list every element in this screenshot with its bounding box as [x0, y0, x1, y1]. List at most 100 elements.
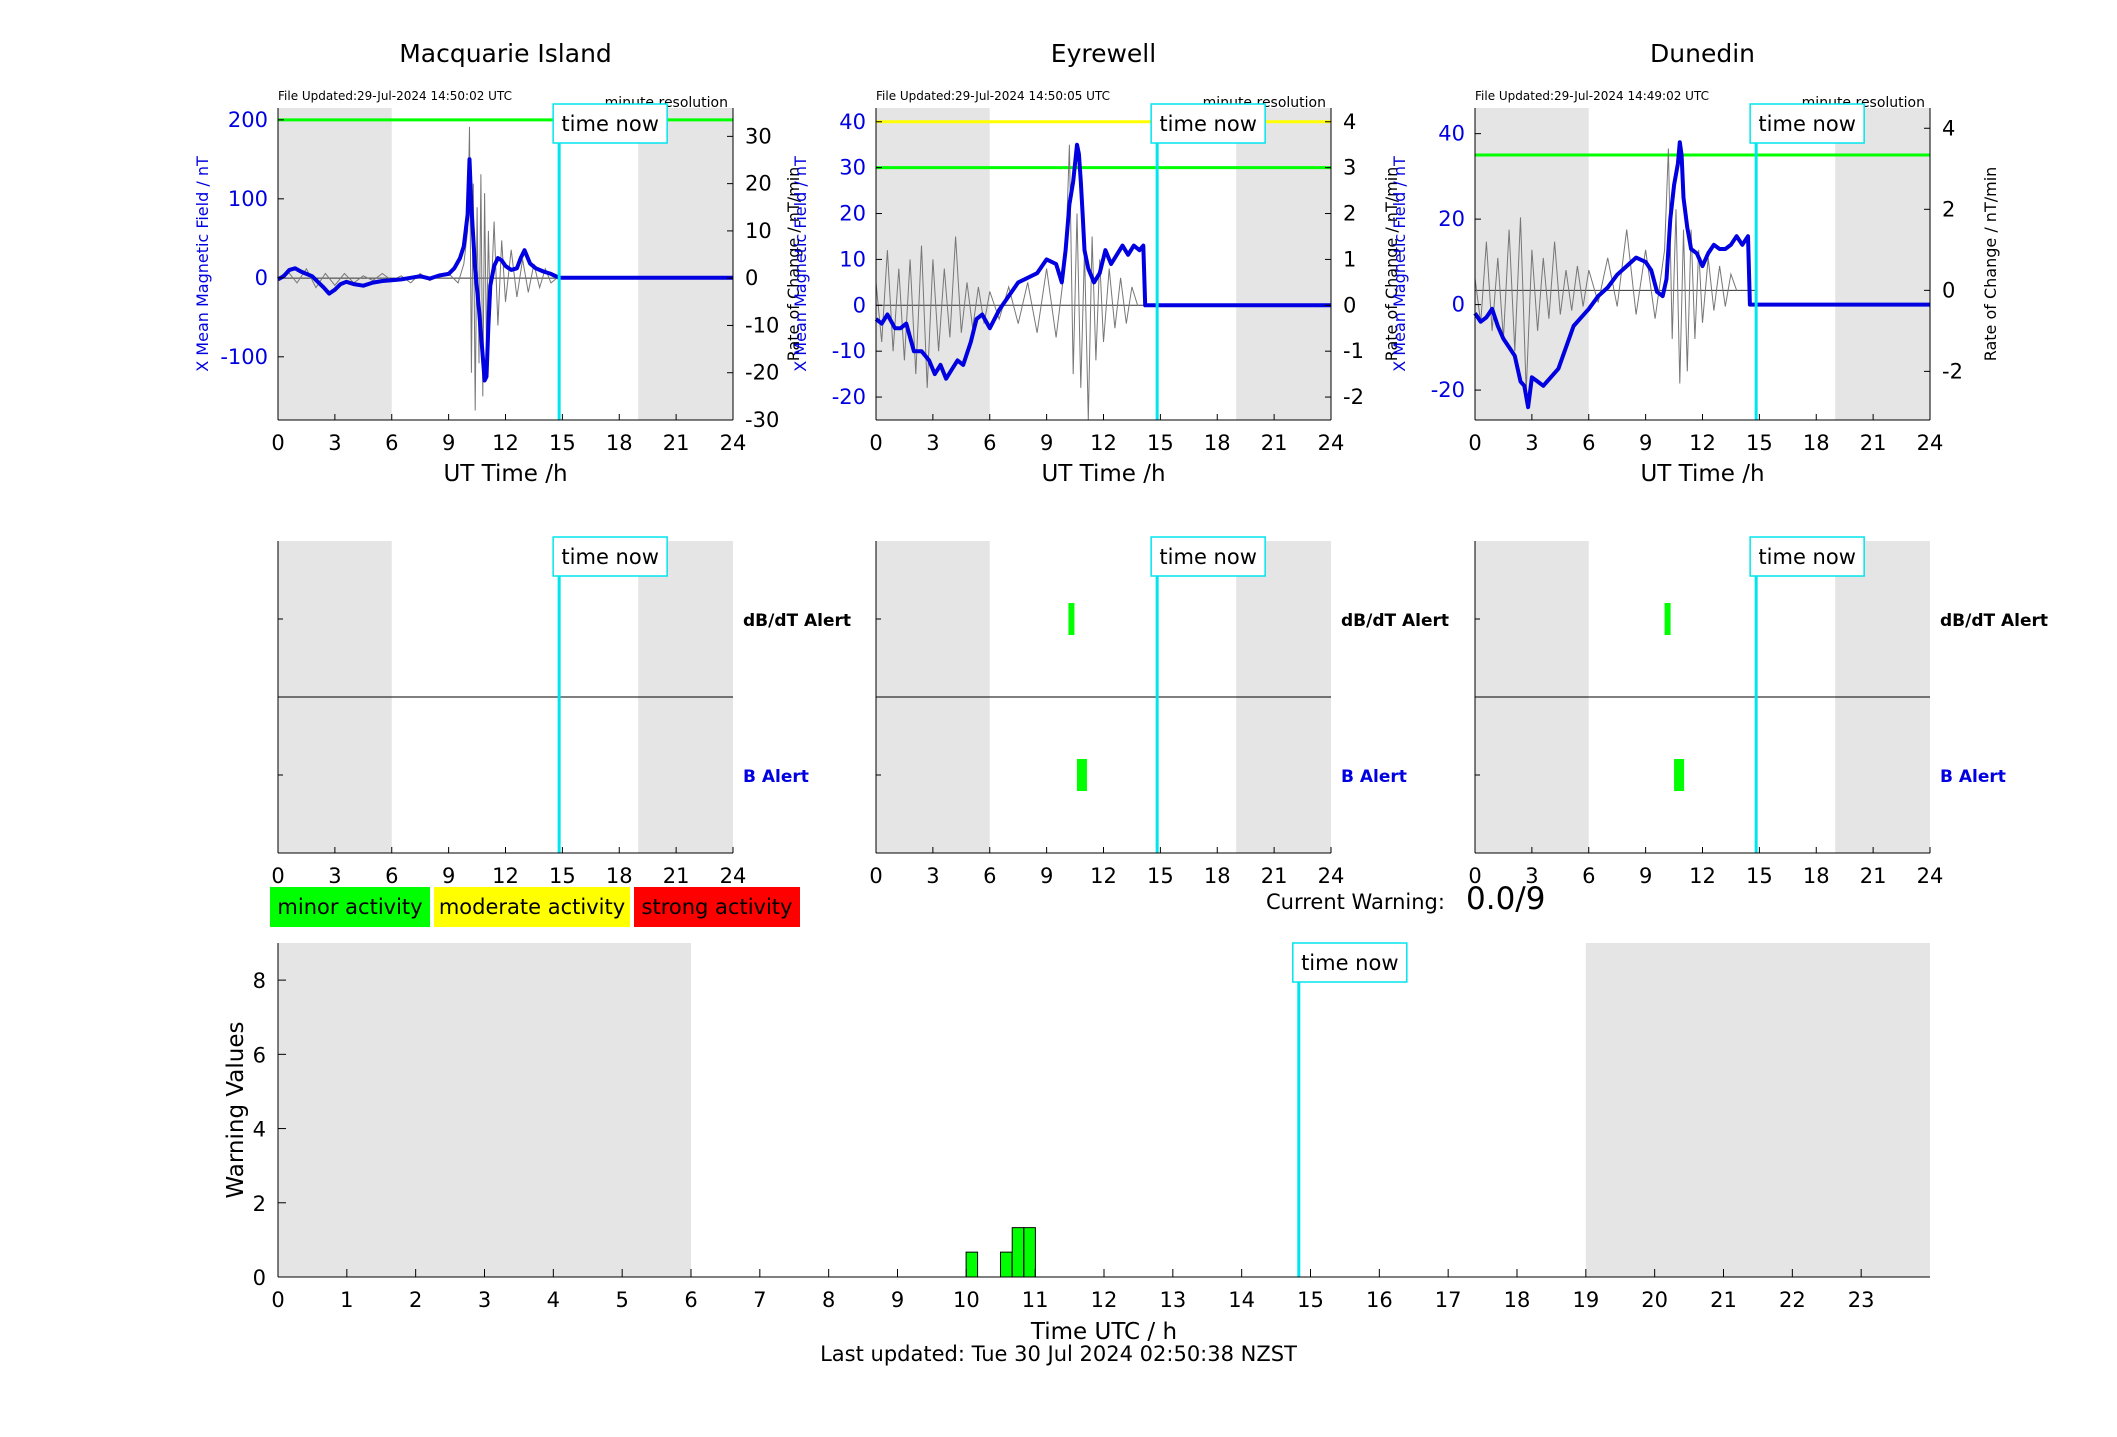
- y-tick-label-right: -10: [745, 313, 779, 337]
- x-tick-label: 21: [1860, 431, 1887, 455]
- x-tick-label: 10: [953, 1288, 980, 1312]
- night-shade: [278, 943, 691, 1277]
- y-tick-label-left: 0: [1452, 293, 1465, 317]
- x-tick-label: 6: [1582, 864, 1595, 888]
- time-now-label-box: [552, 103, 668, 144]
- x-tick-label: 12: [1091, 1288, 1118, 1312]
- b-alert-bar: [1674, 759, 1685, 791]
- x-tick-label: 12: [492, 431, 519, 455]
- x-tick-label: 3: [926, 864, 939, 888]
- x-axis-label: UT Time /h: [1041, 461, 1165, 487]
- y-tick-label-right: 2: [1343, 202, 1356, 226]
- x-tick-label: 9: [1639, 431, 1652, 455]
- rate-of-change-series: [875, 144, 1139, 421]
- x-tick-label: 12: [1090, 864, 1117, 888]
- y-tick-label-right: -20: [745, 361, 779, 385]
- y-tick-label-left: 10: [839, 247, 866, 271]
- y-axis-label-right: Rate of Change / nT/min: [784, 167, 803, 362]
- file-updated: File Updated:29-Jul-2024 14:49:02 UTC: [1475, 89, 1709, 103]
- x-tick-label: 19: [1572, 1288, 1599, 1312]
- x-tick-label: 2: [409, 1288, 422, 1312]
- b-alert-label: B Alert: [1940, 767, 2006, 787]
- x-tick-label: 20: [1641, 1288, 1668, 1312]
- x-tick-label: 3: [328, 864, 341, 888]
- x-tick-label: 18: [1204, 431, 1231, 455]
- x-tick-label: 9: [1639, 864, 1652, 888]
- time-now-label-box: [1749, 536, 1865, 577]
- dbdt-alert-bar: [1664, 603, 1671, 635]
- y-tick-label-left: 20: [839, 202, 866, 226]
- y-tick-label-right: 1: [1343, 247, 1356, 271]
- x-tick-label: 6: [983, 864, 996, 888]
- time-now-label: time now: [1758, 545, 1855, 569]
- time-now-label-box: [1292, 942, 1408, 983]
- x-tick-label: 0: [271, 864, 284, 888]
- y-tick-label-right: 3: [1343, 156, 1356, 180]
- night-shade: [278, 108, 392, 420]
- x-tick-label: 6: [1582, 431, 1595, 455]
- x-tick-label: 9: [442, 431, 455, 455]
- x-axis-label: UT Time /h: [443, 461, 567, 487]
- x-tick-label: 22: [1779, 1288, 1806, 1312]
- time-now-label-box: [1749, 103, 1865, 144]
- y-tick-label-right: 0: [1343, 293, 1356, 317]
- x-tick-label: 18: [1803, 431, 1830, 455]
- y-tick-label-right: 0: [1942, 278, 1955, 302]
- y-tick-label-right: 2: [1942, 197, 1955, 221]
- warning-bar: [1011, 1227, 1025, 1278]
- time-now-label: time now: [561, 112, 658, 136]
- x-tick-label: 6: [385, 431, 398, 455]
- y-tick-label-right: -2: [1942, 359, 1963, 383]
- x-tick-label: 1: [340, 1288, 353, 1312]
- warning-bar: [965, 1251, 979, 1278]
- x-tick-label: 21: [1261, 864, 1288, 888]
- x-tick-label: 17: [1435, 1288, 1462, 1312]
- y-tick-label: 8: [253, 969, 266, 993]
- x-tick-label: 0: [1468, 431, 1481, 455]
- x-tick-label: 15: [1147, 431, 1174, 455]
- legend-minor: minor activity: [270, 887, 430, 927]
- time-now-label: time now: [561, 545, 658, 569]
- y-tick-label-left: 40: [839, 110, 866, 134]
- x-tick-label: 15: [549, 431, 576, 455]
- y-tick-label-left: 20: [1438, 207, 1465, 231]
- y-tick-label-right: -2: [1343, 385, 1364, 409]
- y-tick-label-left: -100: [220, 345, 268, 369]
- y-axis-label-left: X Mean Magnetic Field / nT: [193, 156, 212, 372]
- x-tick-label: 24: [1917, 864, 1944, 888]
- y-tick-label-left: 0: [853, 293, 866, 317]
- y-tick-label-left: -20: [1431, 378, 1465, 402]
- y-tick-label-right: 4: [1942, 116, 1955, 140]
- x-tick-label: 15: [549, 864, 576, 888]
- x-tick-label: 4: [547, 1288, 560, 1312]
- station-title: Dunedin: [1650, 39, 1755, 68]
- dbdt-alert-label: dB/dT Alert: [743, 611, 851, 631]
- x-tick-label: 3: [1525, 864, 1538, 888]
- y-tick-label-right: 10: [745, 219, 772, 243]
- x-tick-label: 9: [891, 1288, 904, 1312]
- legend-strong: strong activity: [634, 887, 800, 927]
- x-tick-label: 18: [606, 431, 633, 455]
- warning-bar: [1000, 1251, 1013, 1278]
- x-tick-label: 15: [1746, 431, 1773, 455]
- last-updated: Last updated: Tue 30 Jul 2024 02:50:38 N…: [820, 1342, 1297, 1366]
- y-axis-label-left: X Mean Magnetic Field / nT: [791, 156, 810, 372]
- time-now-label: time now: [1159, 112, 1256, 136]
- x-tick-label: 3: [926, 431, 939, 455]
- time-now-label: time now: [1301, 951, 1398, 975]
- x-tick-label: 6: [684, 1288, 697, 1312]
- y-tick-label-right: -30: [745, 408, 779, 432]
- station-title: Macquarie Island: [399, 39, 612, 68]
- dbdt-alert-bar: [1068, 603, 1075, 635]
- x-tick-label: 9: [442, 864, 455, 888]
- dbdt-alert-label: dB/dT Alert: [1940, 611, 2048, 631]
- night-shade: [1475, 108, 1589, 420]
- x-tick-label: 6: [983, 431, 996, 455]
- y-tick-label-left: 200: [228, 108, 268, 132]
- x-tick-label: 0: [271, 431, 284, 455]
- b-alert-label: B Alert: [1341, 767, 1407, 787]
- x-tick-label: 8: [822, 1288, 835, 1312]
- y-tick-label: 6: [253, 1043, 266, 1067]
- x-tick-label: 21: [1261, 431, 1288, 455]
